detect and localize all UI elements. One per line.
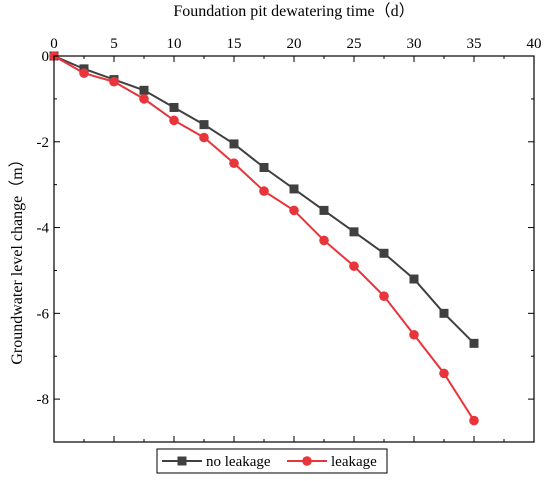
data-point (289, 184, 299, 194)
data-point (469, 415, 479, 426)
data-point (379, 248, 389, 258)
y-tick-label: -2 (37, 135, 50, 151)
x-tick-label: 40 (527, 36, 542, 52)
x-tick-label: 0 (50, 36, 58, 52)
legend-marker (177, 456, 187, 466)
data-point (319, 235, 329, 246)
data-point (409, 274, 419, 284)
data-point (229, 139, 239, 149)
legend-label: no leakage (206, 454, 271, 470)
data-point (349, 227, 359, 237)
data-point (169, 115, 179, 126)
data-point (199, 132, 209, 143)
data-point (199, 120, 209, 130)
data-point (109, 76, 119, 87)
data-point (319, 205, 329, 215)
x-tick-label: 35 (467, 36, 482, 52)
x-tick-label: 5 (110, 36, 118, 52)
series-no-leakage (49, 51, 479, 348)
series-line (53, 55, 475, 345)
x-tick-label: 15 (227, 36, 242, 52)
plot-frame (53, 55, 535, 443)
data-point (409, 329, 419, 340)
data-point (439, 368, 449, 379)
series-leakage (49, 51, 479, 426)
data-point (439, 308, 449, 318)
data-point (349, 261, 359, 271)
data-point (259, 163, 269, 173)
data-point (379, 291, 389, 301)
data-point (469, 338, 479, 348)
x-tick-label: 25 (347, 36, 362, 52)
legend-label: leakage (331, 454, 377, 470)
x-axis-title: Foundation pit dewatering time（d） (173, 2, 414, 20)
legend: no leakage leakage (156, 448, 388, 474)
data-point (139, 94, 149, 104)
legend-marker (302, 456, 312, 466)
data-point (229, 158, 239, 169)
data-point (289, 205, 299, 216)
axis-ticks: 0 5 10 15 20 25 30 35 40 0 -2 -4 -6 -8 (37, 36, 542, 443)
x-tick-label: 10 (167, 36, 182, 52)
y-axis-title: Groundwater level change（m） (8, 151, 26, 364)
x-tick-label: 30 (407, 36, 422, 52)
data-point (79, 68, 89, 78)
data-series (49, 51, 479, 426)
data-point (139, 85, 149, 95)
y-tick-label: -6 (37, 306, 50, 322)
y-tick-label: -8 (37, 392, 50, 408)
y-tick-label: -4 (37, 221, 50, 237)
series-line (53, 55, 475, 422)
x-tick-label: 20 (287, 36, 302, 52)
data-point (259, 186, 269, 196)
y-tick-label: 0 (42, 49, 50, 65)
data-point (169, 102, 179, 112)
